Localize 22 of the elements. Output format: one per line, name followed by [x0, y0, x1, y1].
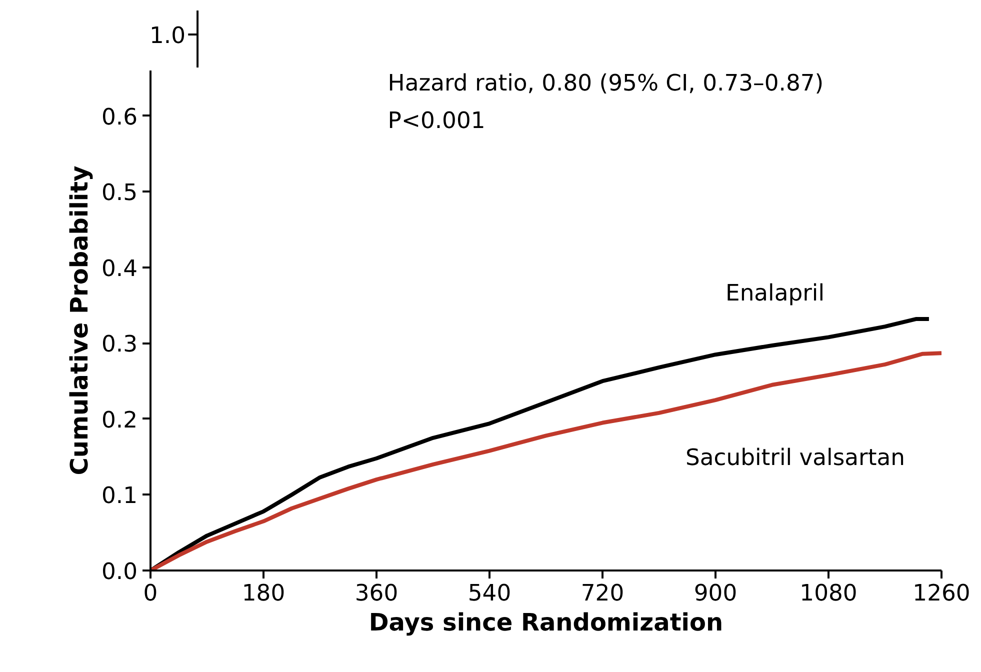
x-axis-title: Days since Randomization: [368, 608, 724, 636]
series-label: Sacubitril valsartan: [686, 445, 905, 472]
series-label: Enalapril: [726, 280, 825, 307]
x-tick-label: 360: [354, 580, 398, 606]
annotation: P<0.001: [388, 108, 486, 134]
y-tick-label: 0.2: [101, 407, 138, 434]
y-tick-label: 0.6: [101, 104, 138, 130]
y-axis-title: Cumulative Probability: [65, 165, 94, 476]
y-tick-label: 0.3: [101, 332, 138, 358]
x-tick-label: 180: [242, 580, 286, 606]
y-tick-label: 0.4: [101, 256, 138, 282]
x-tick-label: 1080: [800, 580, 858, 606]
x-tick-label: 1260: [912, 580, 970, 606]
y-tick-label: 0.0: [101, 559, 138, 585]
text: 1.0: [149, 23, 186, 49]
y-tick-label: 0.1: [101, 483, 138, 510]
annotation: Hazard ratio, 0.80 (95% CI, 0.73–0.87): [388, 70, 824, 96]
x-tick-label: 0: [143, 580, 158, 606]
y-tick-label: 0.5: [101, 180, 138, 206]
x-tick-label: 540: [468, 580, 512, 606]
x-tick-label: 900: [694, 580, 738, 606]
x-tick-label: 720: [580, 580, 624, 606]
